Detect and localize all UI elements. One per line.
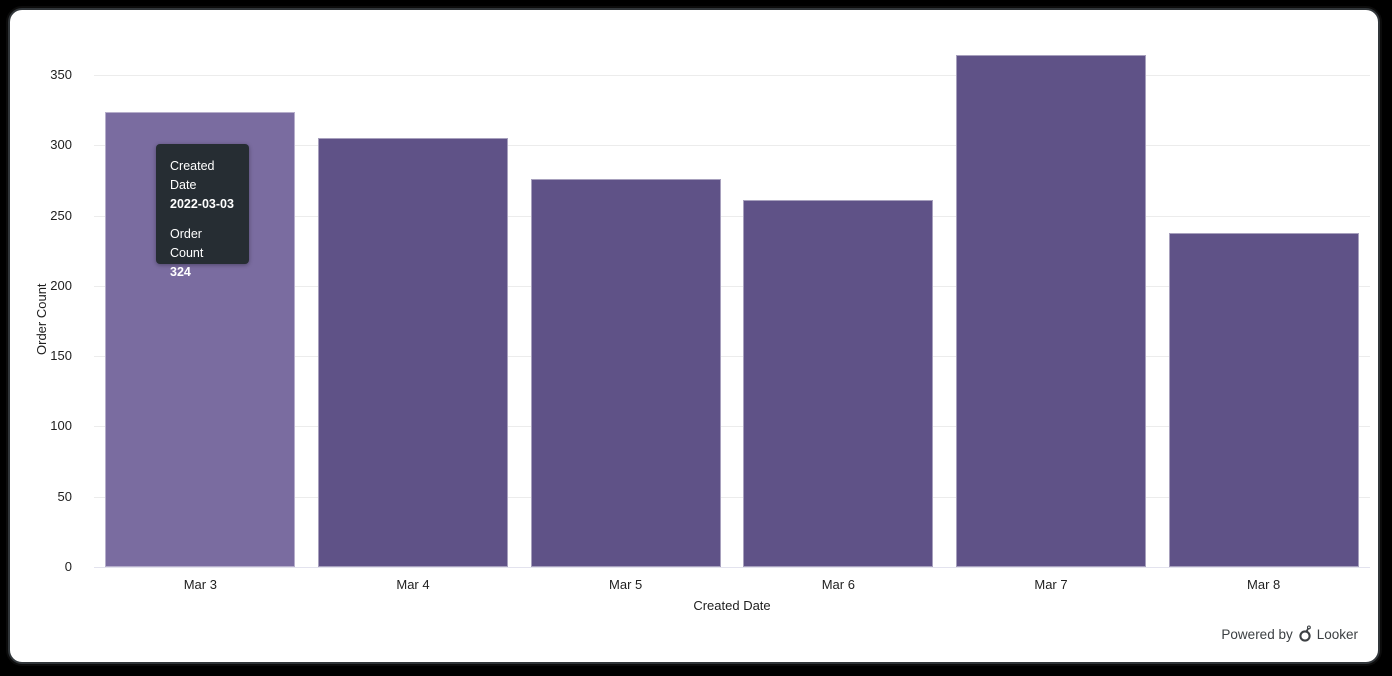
gridline xyxy=(94,426,1370,428)
y-tick-label: 200 xyxy=(50,277,72,293)
x-tick-label: Mar 8 xyxy=(1247,577,1281,592)
bar-mar-5[interactable] xyxy=(530,179,721,567)
x-tick-label: Mar 3 xyxy=(183,577,217,592)
bar-mar-8[interactable] xyxy=(1168,232,1359,567)
x-axis-line xyxy=(94,567,1370,568)
gridline xyxy=(94,215,1370,217)
tooltip-spacer xyxy=(170,214,235,225)
y-tick-label: 150 xyxy=(50,348,72,364)
gridline xyxy=(94,356,1370,358)
bar-mar-4[interactable] xyxy=(318,138,508,567)
x-axis-title: Created Date xyxy=(693,598,771,613)
y-tick-label: 300 xyxy=(50,137,72,153)
x-tick-label: Mar 7 xyxy=(1034,577,1068,592)
gridline xyxy=(94,496,1370,498)
hover-tooltip: Created Date 2022-03-03 Order Count 324 xyxy=(156,144,249,279)
brand-text: Looker xyxy=(1316,626,1358,642)
tooltip-measure-label: Order Count xyxy=(170,227,204,260)
gridline xyxy=(94,145,1370,147)
tooltip-dimension-value: 2022-03-03 xyxy=(170,197,234,211)
y-axis-title: Order Count xyxy=(34,283,49,355)
x-tick-label: Mar 6 xyxy=(821,577,855,592)
bar-mar-7[interactable] xyxy=(956,55,1146,567)
y-tick-label: 0 xyxy=(64,559,72,574)
y-tick-label: 350 xyxy=(50,67,72,83)
x-tick-label: Mar 5 xyxy=(609,577,643,592)
powered-by-looker[interactable]: Powered by Looker xyxy=(1221,625,1358,643)
powered-by-text: Powered by xyxy=(1221,626,1293,642)
y-tick-label: 50 xyxy=(57,488,72,504)
gridline xyxy=(94,285,1370,287)
y-tick-label: 100 xyxy=(50,418,72,434)
x-tick-label: Mar 4 xyxy=(396,577,430,592)
chart-area: Order Count 0 50 100 150 200 250 300 350 Mar 3 Ma… xyxy=(10,10,1378,662)
tooltip-dimension-label: Created Date xyxy=(170,159,215,192)
y-tick-label: 250 xyxy=(50,207,72,223)
gridline xyxy=(94,75,1370,77)
tooltip-measure-value: 324 xyxy=(170,265,191,279)
bar-mar-6[interactable] xyxy=(743,200,934,567)
looker-logo-icon xyxy=(1297,625,1313,643)
visualization-window: Order Count 0 50 100 150 200 250 300 350 Mar 3 Ma… xyxy=(8,8,1380,664)
